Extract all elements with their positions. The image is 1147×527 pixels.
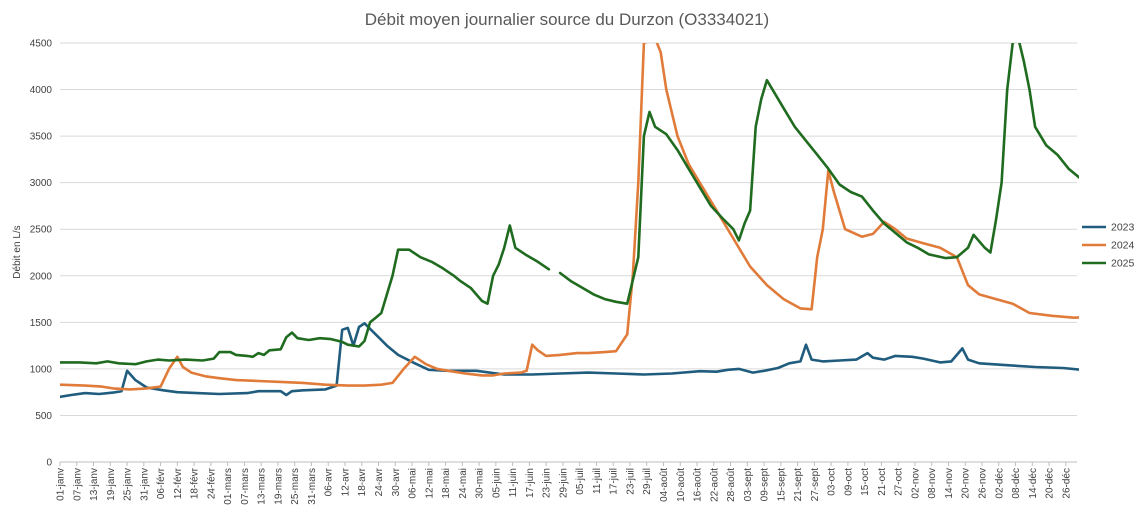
x-tick-label: 18-févr [190, 467, 201, 499]
x-tick-label: 22-août [709, 468, 720, 502]
x-tick-label: 19-janv [106, 468, 117, 501]
legend-label-2025: 2025 [1111, 258, 1135, 270]
x-tick-label: 01-janv [56, 468, 67, 501]
x-tick-label: 04-août [659, 468, 670, 502]
x-tick-label: 23-juil [625, 468, 636, 495]
series-line-2025 [60, 43, 1079, 366]
x-tick-label: 27-sept [810, 468, 821, 502]
x-tick-label: 07-mars [240, 468, 251, 505]
x-tick-label: 30-mai [475, 468, 486, 499]
x-tick-label: 16-août [693, 468, 704, 502]
x-tick-label: 08-déc [1011, 468, 1022, 499]
x-tick-label: 06-févr [156, 467, 167, 499]
x-tick-label: 24-avr [374, 467, 385, 496]
x-tick-label: 08-nov [927, 468, 938, 499]
legend-label-2024: 2024 [1111, 240, 1135, 252]
x-tick-label: 17-juil [609, 468, 620, 495]
x-tick-label: 13-janv [89, 468, 100, 501]
x-tick-label: 05-juin [491, 468, 502, 498]
x-tick-label: 09-oct [843, 468, 854, 496]
x-tick-label: 31-janv [139, 468, 150, 501]
y-tick-label: 4000 [30, 85, 53, 96]
x-tick-label: 24-févr [206, 467, 217, 499]
x-tick-label: 20-nov [961, 468, 972, 499]
x-tick-label: 12-avr [340, 467, 351, 496]
y-tick-labels: 0 500 1000 1500 2000 2500 3000 3500 4000 4500 [30, 39, 53, 469]
x-tick-label: 19-mars [273, 468, 284, 505]
x-tick-label: 11-juil [592, 468, 603, 494]
y-tick-label: 1500 [30, 318, 53, 329]
x-tick-label: 15-oct [860, 468, 871, 496]
x-tick-label: 21-oct [877, 468, 888, 496]
y-tick-label: 3500 [30, 132, 53, 143]
y-tick-label: 2500 [30, 225, 53, 236]
y-tick-label: 0 [46, 458, 52, 469]
y-tick-label: 4500 [30, 39, 53, 50]
x-tick-label: 25-mars [290, 468, 301, 505]
x-tick-label: 06-avr [324, 467, 335, 496]
x-tick-label: 10-août [676, 468, 687, 502]
x-tick-label: 24-mai [458, 468, 469, 499]
x-tick-label: 03-sept [743, 468, 754, 502]
x-tick-label: 17-juin [525, 468, 536, 498]
x-tick-label: 20-déc [1045, 468, 1056, 499]
y-axis-label: Débit en L/s [12, 225, 23, 278]
y-gridlines [60, 42, 1077, 463]
x-tick-label: 12-mai [424, 468, 435, 499]
x-tick-label: 18-avr [357, 467, 368, 496]
x-tick-label: 02-déc [994, 468, 1005, 499]
chart-title: Débit moyen journalier source du Durzon … [365, 10, 769, 29]
x-tick-label: 02-nov [910, 468, 921, 499]
x-tick-label: 14-déc [1028, 468, 1039, 499]
x-tick-label: 05-juil [575, 468, 586, 495]
x-tick-label: 07-janv [72, 468, 83, 501]
x-tick-label: 21-sept [793, 468, 804, 502]
y-tick-label: 3000 [30, 178, 53, 189]
y-tick-label: 1000 [30, 364, 53, 375]
x-tick-label: 13-mars [257, 468, 268, 505]
x-tick-label: 27-oct [894, 468, 905, 496]
x-tick-label: 31-mars [307, 468, 318, 505]
x-tick-label: 01-mars [223, 468, 234, 505]
x-tick-label: 11-juin [508, 468, 519, 497]
y-tick-label: 2000 [30, 271, 53, 282]
x-tick-label: 14-nov [944, 468, 955, 499]
x-tick-label: 18-mai [441, 468, 452, 499]
x-tick-label: 26-déc [1061, 468, 1072, 499]
series-line-2023 [60, 322, 1079, 399]
x-tick-label: 09-sept [760, 468, 771, 502]
y-tick-label: 500 [35, 411, 52, 422]
x-tick-label: 28-août [726, 468, 737, 502]
series-line-2024 [60, 43, 1079, 391]
x-tick-label: 03-oct [827, 468, 838, 496]
legend: 2023 2024 2025 [1082, 222, 1135, 270]
x-tick-label: 23-juin [542, 468, 553, 498]
x-tick-label: 30-avr [391, 467, 402, 496]
x-tick-labels: 01-janv 07-janv 13-janv 19-janv 25-janv 31-ja… [56, 462, 1072, 505]
x-tick-label: 29-juin [558, 468, 569, 498]
series-layer [60, 43, 1079, 399]
x-tick-label: 29-juil [642, 468, 653, 495]
x-tick-label: 26-nov [978, 468, 989, 499]
x-tick-label: 12-févr [173, 467, 184, 499]
legend-label-2023: 2023 [1111, 222, 1135, 234]
x-tick-label: 06-mai [408, 468, 419, 499]
x-tick-label: 15-sept [776, 468, 787, 502]
x-tick-label: 25-janv [123, 468, 134, 501]
